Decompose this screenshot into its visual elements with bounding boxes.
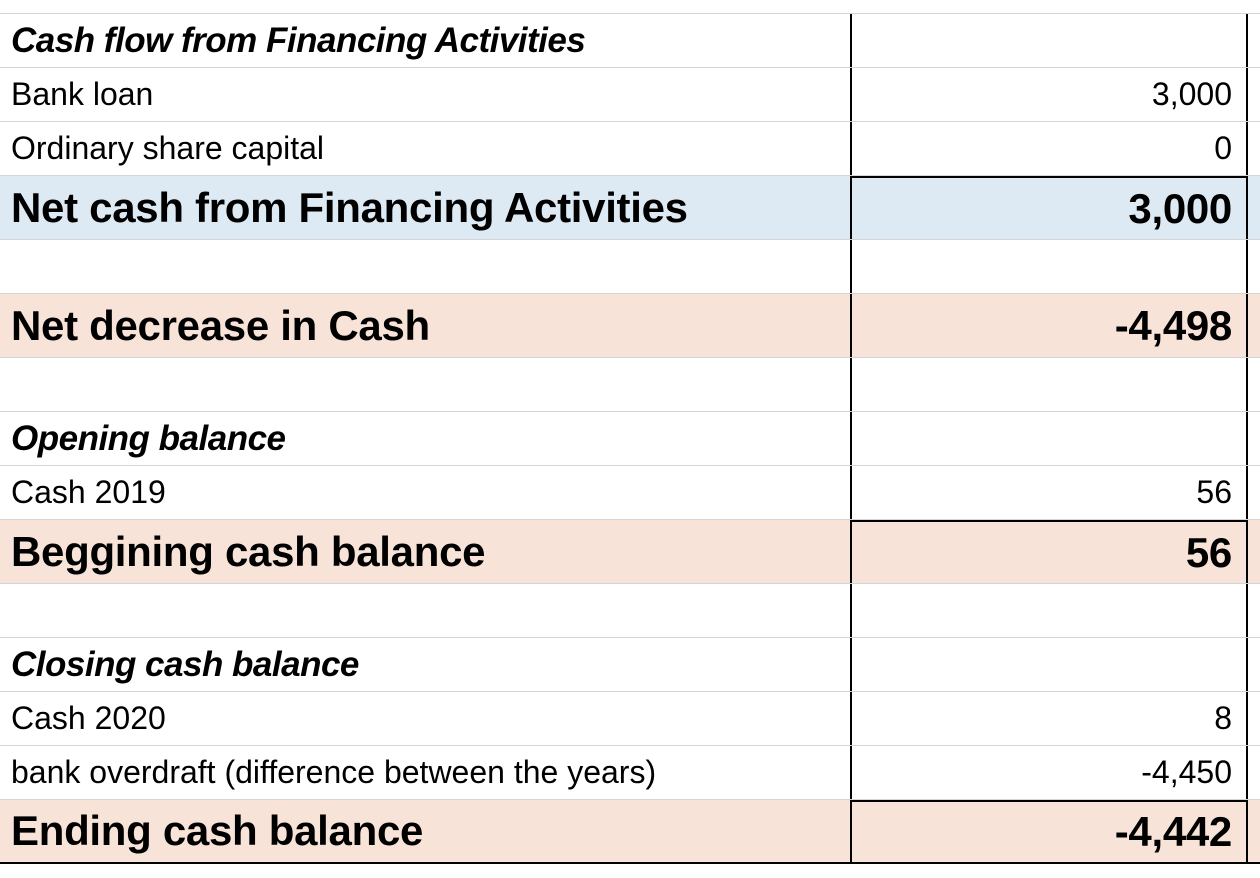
- table-row: Opening balance: [0, 412, 1260, 466]
- overdraft-label[interactable]: bank overdraft (difference between the y…: [11, 754, 657, 790]
- empty-cell[interactable]: [1248, 800, 1260, 862]
- net-decrease-label[interactable]: Net decrease in Cash: [11, 301, 430, 349]
- bank-loan-label[interactable]: Bank loan: [11, 76, 154, 112]
- share-capital-value[interactable]: 0: [850, 122, 1248, 175]
- empty-cell[interactable]: [0, 584, 850, 637]
- table-row: [0, 584, 1260, 638]
- empty-cell[interactable]: [1248, 240, 1260, 293]
- empty-cell[interactable]: [850, 584, 1248, 637]
- sheet-bottom-edge: [0, 864, 1260, 874]
- table-row: Ending cash balance -4,442: [0, 800, 1260, 864]
- overdraft-value[interactable]: -4,450: [850, 746, 1248, 799]
- table-row: Cash 2020 8: [0, 692, 1260, 746]
- empty-cell[interactable]: [1248, 746, 1260, 799]
- ending-balance-label[interactable]: Ending cash balance: [11, 807, 424, 854]
- empty-cell[interactable]: [850, 638, 1248, 691]
- table-row: Cash flow from Financing Activities: [0, 14, 1260, 68]
- cash-2019-value[interactable]: 56: [850, 466, 1248, 519]
- sheet-top-edge: [0, 0, 1260, 14]
- net-financing-label[interactable]: Net cash from Financing Activities: [11, 183, 688, 231]
- table-row: [0, 240, 1260, 294]
- empty-cell[interactable]: [1248, 638, 1260, 691]
- empty-cell[interactable]: [850, 240, 1248, 293]
- empty-cell[interactable]: [1248, 412, 1260, 465]
- financing-heading-value-cell[interactable]: [850, 14, 1248, 67]
- bank-loan-value[interactable]: 3,000: [850, 68, 1248, 121]
- empty-cell[interactable]: [0, 358, 850, 411]
- empty-cell[interactable]: [0, 240, 850, 293]
- closing-heading[interactable]: Closing cash balance: [11, 644, 359, 684]
- table-row: Cash 2019 56: [0, 466, 1260, 520]
- empty-cell[interactable]: [850, 358, 1248, 411]
- table-row: Ordinary share capital 0: [0, 122, 1260, 176]
- cash-2020-label[interactable]: Cash 2020: [11, 700, 166, 736]
- share-capital-label[interactable]: Ordinary share capital: [11, 130, 325, 166]
- beginning-balance-label[interactable]: Beggining cash balance: [11, 527, 486, 575]
- empty-cell[interactable]: [1248, 358, 1260, 411]
- opening-heading[interactable]: Opening balance: [11, 418, 286, 458]
- table-row: Beggining cash balance 56: [0, 520, 1260, 584]
- empty-cell[interactable]: [1248, 294, 1260, 357]
- empty-cell[interactable]: [1248, 466, 1260, 519]
- table-row: bank overdraft (difference between the y…: [0, 746, 1260, 800]
- ending-balance-value[interactable]: -4,442: [850, 800, 1248, 862]
- net-financing-value[interactable]: 3,000: [850, 176, 1248, 239]
- empty-cell[interactable]: [1248, 520, 1260, 583]
- empty-cell[interactable]: [1248, 584, 1260, 637]
- net-decrease-value[interactable]: -4,498: [850, 294, 1248, 357]
- beginning-balance-value[interactable]: 56: [850, 520, 1248, 583]
- empty-cell[interactable]: [1248, 176, 1260, 239]
- empty-cell[interactable]: [850, 412, 1248, 465]
- empty-cell[interactable]: [1248, 692, 1260, 745]
- table-row: Closing cash balance: [0, 638, 1260, 692]
- empty-cell[interactable]: [1248, 122, 1260, 175]
- cash-2020-value[interactable]: 8: [850, 692, 1248, 745]
- empty-cell[interactable]: [1248, 14, 1260, 67]
- financing-heading[interactable]: Cash flow from Financing Activities: [11, 20, 586, 60]
- empty-cell[interactable]: [1248, 68, 1260, 121]
- table-row: Bank loan 3,000: [0, 68, 1260, 122]
- table-row: Net cash from Financing Activities 3,000: [0, 176, 1260, 240]
- table-row: [0, 358, 1260, 412]
- cash-2019-label[interactable]: Cash 2019: [11, 474, 166, 510]
- table-row: Net decrease in Cash -4,498: [0, 294, 1260, 358]
